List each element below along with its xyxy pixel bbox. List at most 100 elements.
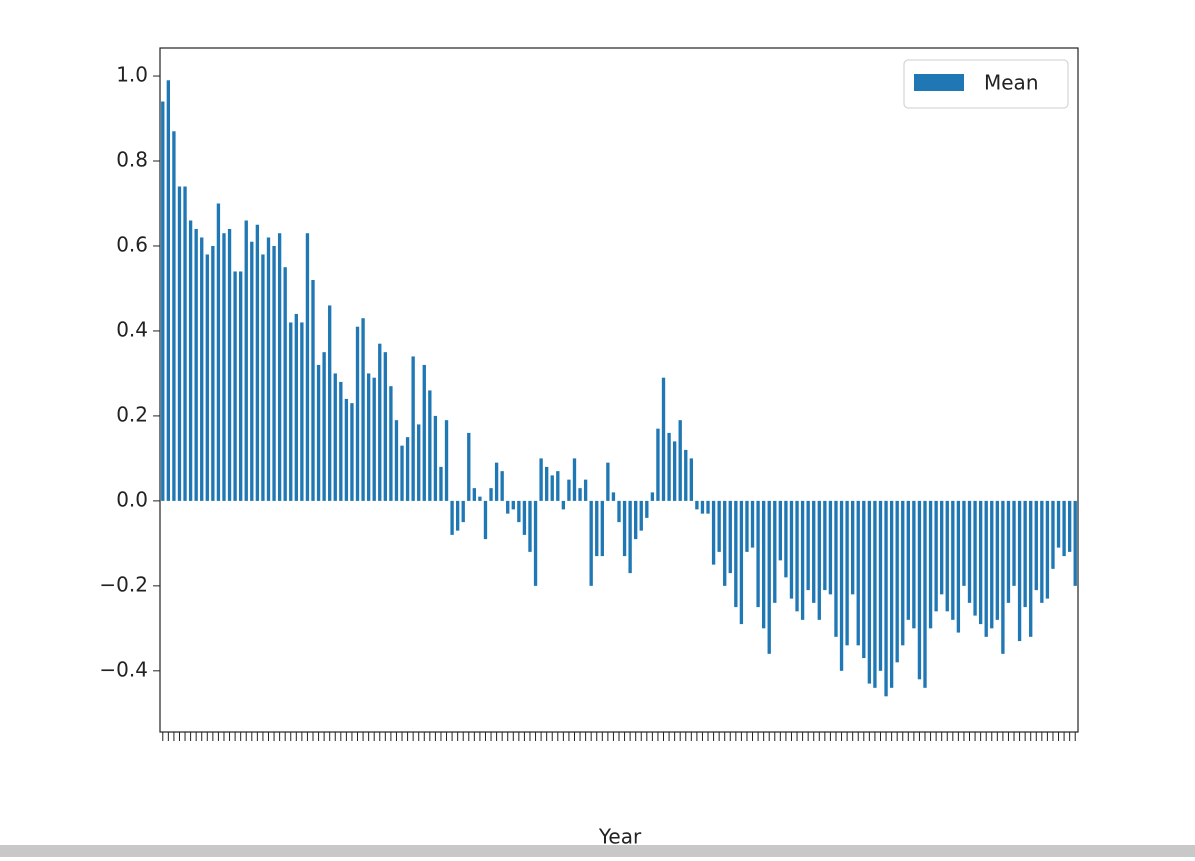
bar	[734, 500, 738, 608]
bar	[222, 233, 226, 501]
bar	[572, 458, 577, 501]
bar	[889, 500, 894, 688]
y-tick-label: −0.4	[99, 657, 148, 681]
bar	[706, 500, 710, 514]
bar	[634, 500, 638, 540]
bar	[200, 237, 204, 501]
bar	[912, 500, 916, 629]
bar	[1029, 500, 1033, 637]
bar	[522, 500, 527, 535]
bar	[928, 500, 933, 629]
y-tick-label: 0.6	[116, 232, 148, 256]
bar	[695, 500, 699, 510]
bar	[472, 488, 477, 501]
bar	[917, 500, 922, 680]
bar	[578, 488, 582, 501]
bar	[906, 500, 910, 620]
bar	[595, 500, 599, 557]
bar	[940, 500, 944, 595]
bar	[845, 500, 849, 646]
bar	[990, 500, 994, 629]
bar	[995, 500, 999, 620]
bar	[789, 500, 794, 599]
bar	[711, 500, 716, 565]
bar	[851, 500, 855, 595]
bar	[444, 420, 449, 501]
bar	[467, 432, 471, 501]
legend-swatch	[914, 74, 964, 91]
bar	[823, 500, 827, 591]
bar	[973, 500, 977, 616]
bar	[839, 500, 844, 671]
bar	[461, 500, 465, 523]
bar	[745, 500, 749, 552]
bar	[417, 424, 421, 501]
bar	[500, 471, 504, 501]
bar	[717, 500, 721, 552]
bar	[778, 500, 783, 561]
bar	[895, 500, 899, 663]
bar	[300, 322, 304, 501]
bar	[366, 373, 371, 501]
bar	[478, 496, 482, 501]
bar	[901, 500, 905, 646]
bar	[611, 492, 616, 501]
bar	[433, 415, 438, 501]
bar	[322, 352, 326, 501]
bar	[606, 462, 610, 501]
bar	[1017, 500, 1022, 642]
bar	[684, 449, 688, 501]
x-axis-label: Year	[598, 825, 642, 849]
y-tick-label: 0.2	[116, 402, 148, 426]
bar	[428, 390, 432, 501]
bar	[450, 500, 454, 535]
bar	[650, 492, 655, 501]
bar	[1051, 500, 1055, 569]
bar	[951, 500, 955, 620]
bar	[539, 458, 543, 501]
bar	[1006, 500, 1011, 603]
bar	[506, 500, 510, 514]
bar	[400, 445, 404, 501]
bar	[289, 322, 293, 501]
bar	[489, 488, 493, 501]
bar	[344, 398, 349, 501]
bar	[567, 479, 571, 501]
bar	[355, 326, 360, 501]
bar	[533, 500, 538, 586]
bar	[600, 500, 604, 557]
bar	[383, 352, 387, 501]
bar	[656, 428, 660, 501]
chart-title: Year	[598, 0, 642, 5]
bar	[1067, 500, 1072, 552]
bar	[956, 500, 961, 633]
bar	[272, 245, 276, 501]
bar	[1001, 500, 1005, 654]
bar	[211, 245, 215, 501]
bar	[194, 228, 198, 501]
bar	[583, 479, 588, 501]
bar	[305, 233, 310, 501]
bar	[812, 500, 816, 603]
bar	[678, 420, 682, 501]
y-tick-label: 0.8	[116, 148, 148, 172]
bar	[667, 432, 671, 501]
bar	[984, 500, 988, 637]
bar	[628, 500, 632, 574]
bar	[405, 437, 410, 501]
bar	[561, 500, 566, 510]
bar	[739, 500, 744, 625]
bar	[166, 80, 171, 501]
bar	[923, 500, 927, 688]
bar	[556, 471, 560, 501]
bar	[183, 186, 187, 501]
bar	[884, 500, 888, 697]
bar	[800, 500, 805, 620]
bar	[422, 364, 426, 501]
bar	[511, 500, 515, 510]
bar	[517, 500, 521, 523]
bar	[350, 403, 354, 501]
bar	[205, 254, 209, 501]
bar	[239, 271, 243, 501]
